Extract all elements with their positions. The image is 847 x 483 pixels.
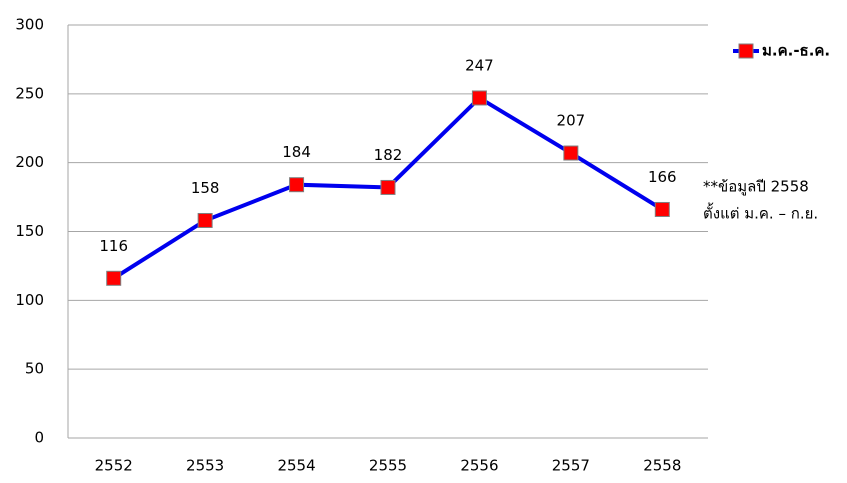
x-tick-label: 2553 [186, 457, 224, 475]
marker [380, 179, 396, 195]
legend-marker [738, 43, 754, 59]
data-label: 207 [557, 112, 586, 130]
data-label: 158 [191, 179, 220, 197]
marker [106, 270, 122, 286]
annotation: **ข้อมูลปี 2558 [703, 178, 809, 196]
legend-label: ม.ค.-ธ.ค. [762, 42, 830, 60]
y-tick-label: 250 [15, 84, 44, 102]
marker [654, 201, 670, 217]
x-tick-label: 2554 [277, 457, 315, 475]
x-tick-label: 2552 [95, 457, 133, 475]
y-tick-label: 300 [15, 16, 44, 34]
y-tick-label: 0 [34, 429, 44, 447]
x-tick-label: 2556 [460, 457, 498, 475]
annotation: ตั้งแต่ ม.ค. – ก.ย. [703, 203, 818, 223]
data-label: 184 [282, 143, 311, 161]
data-label: 247 [465, 56, 494, 74]
x-tick-label: 2555 [369, 457, 407, 475]
marker [289, 177, 305, 193]
marker [471, 90, 487, 106]
y-tick-label: 150 [15, 222, 44, 240]
data-label: 182 [374, 146, 403, 164]
y-tick-label: 100 [15, 291, 44, 309]
marker [197, 212, 213, 228]
x-tick-label: 2558 [643, 457, 681, 475]
data-label: 116 [99, 237, 128, 255]
y-tick-label: 50 [25, 360, 44, 378]
marker [563, 145, 579, 161]
x-tick-label: 2557 [552, 457, 590, 475]
data-label: 166 [648, 168, 677, 186]
y-tick-label: 200 [15, 153, 44, 171]
